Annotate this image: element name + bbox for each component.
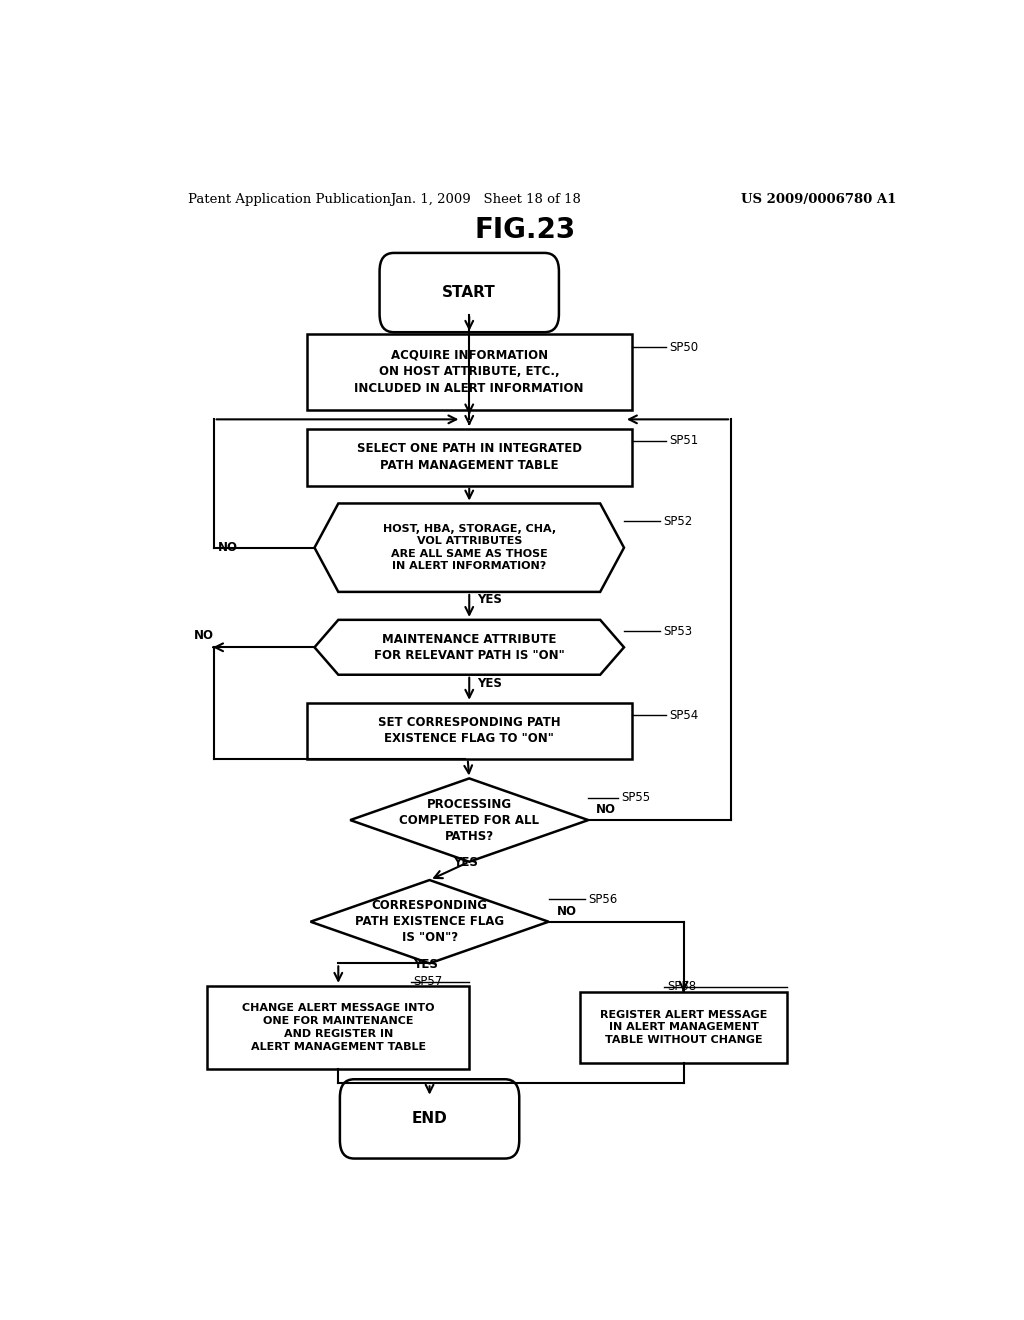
Text: CORRESPONDING
PATH EXISTENCE FLAG
IS "ON"?: CORRESPONDING PATH EXISTENCE FLAG IS "ON…: [355, 899, 504, 944]
Text: NO: NO: [194, 628, 214, 642]
Text: NO: NO: [596, 804, 616, 816]
Polygon shape: [314, 503, 624, 591]
Polygon shape: [350, 779, 588, 862]
Bar: [306, 702, 632, 759]
Text: SP57: SP57: [414, 975, 443, 989]
Text: Patent Application Publication: Patent Application Publication: [187, 193, 390, 206]
Text: SP56: SP56: [588, 892, 617, 906]
Bar: [581, 991, 786, 1063]
Text: NO: NO: [557, 906, 577, 917]
Text: SP53: SP53: [663, 624, 692, 638]
Text: YES: YES: [413, 958, 438, 972]
Text: MAINTENANCE ATTRIBUTE
FOR RELEVANT PATH IS "ON": MAINTENANCE ATTRIBUTE FOR RELEVANT PATH …: [374, 632, 564, 661]
Text: YES: YES: [477, 677, 502, 690]
Text: NO: NO: [218, 541, 238, 554]
Text: FIG.23: FIG.23: [474, 215, 575, 244]
Text: SP54: SP54: [670, 709, 698, 722]
Text: SP58: SP58: [668, 981, 696, 993]
Polygon shape: [310, 880, 549, 964]
Text: PROCESSING
COMPLETED FOR ALL
PATHS?: PROCESSING COMPLETED FOR ALL PATHS?: [399, 797, 540, 842]
Text: SELECT ONE PATH IN INTEGRATED
PATH MANAGEMENT TABLE: SELECT ONE PATH IN INTEGRATED PATH MANAG…: [356, 442, 582, 473]
FancyBboxPatch shape: [380, 253, 559, 333]
Text: HOST, HBA, STORAGE, CHA,
VOL ATTRIBUTES
ARE ALL SAME AS THOSE
IN ALERT INFORMATI: HOST, HBA, STORAGE, CHA, VOL ATTRIBUTES …: [383, 524, 556, 572]
Text: US 2009/0006780 A1: US 2009/0006780 A1: [740, 193, 896, 206]
Text: REGISTER ALERT MESSAGE
IN ALERT MANAGEMENT
TABLE WITHOUT CHANGE: REGISTER ALERT MESSAGE IN ALERT MANAGEME…: [600, 1010, 767, 1045]
Text: START: START: [442, 285, 496, 300]
Text: CHANGE ALERT MESSAGE INTO
ONE FOR MAINTENANCE
AND REGISTER IN
ALERT MANAGEMENT T: CHANGE ALERT MESSAGE INTO ONE FOR MAINTE…: [242, 1003, 434, 1052]
Text: YES: YES: [477, 593, 502, 606]
Text: SP50: SP50: [670, 341, 698, 354]
Bar: [306, 334, 632, 411]
Bar: [207, 986, 469, 1069]
Text: SET CORRESPONDING PATH
EXISTENCE FLAG TO "ON": SET CORRESPONDING PATH EXISTENCE FLAG TO…: [378, 715, 560, 746]
Text: Jan. 1, 2009   Sheet 18 of 18: Jan. 1, 2009 Sheet 18 of 18: [390, 193, 581, 206]
Bar: [306, 429, 632, 486]
Text: SP52: SP52: [663, 515, 692, 528]
FancyBboxPatch shape: [340, 1080, 519, 1159]
Text: ACQUIRE INFORMATION
ON HOST ATTRIBUTE, ETC.,
INCLUDED IN ALERT INFORMATION: ACQUIRE INFORMATION ON HOST ATTRIBUTE, E…: [354, 348, 584, 395]
Text: SP51: SP51: [670, 434, 698, 447]
Text: END: END: [412, 1111, 447, 1126]
Polygon shape: [314, 620, 624, 675]
Text: YES: YES: [453, 857, 478, 870]
Text: SP55: SP55: [622, 791, 650, 804]
